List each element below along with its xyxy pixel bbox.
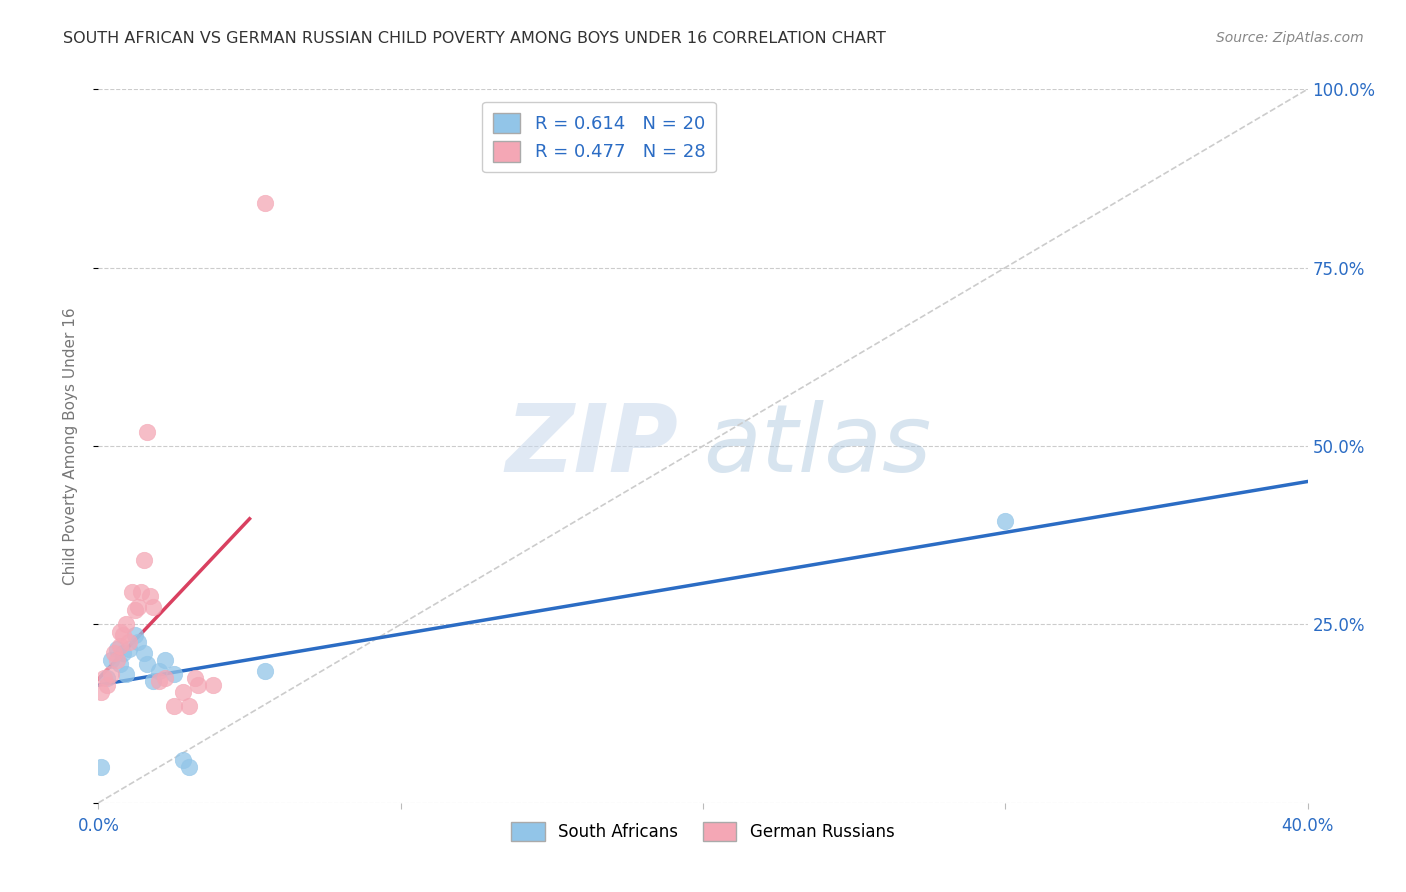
Point: [132, 646, 155, 660]
Point: [105, 642, 128, 657]
Point: [118, 642, 141, 657]
Point: [187, 678, 209, 692]
Point: [253, 664, 276, 678]
Point: [96, 678, 118, 692]
Point: [202, 678, 225, 692]
Point: [118, 635, 141, 649]
Point: [90, 685, 112, 699]
Point: [100, 653, 122, 667]
Point: [108, 624, 131, 639]
Point: [103, 646, 125, 660]
Point: [124, 603, 146, 617]
Point: [124, 628, 146, 642]
Point: [105, 653, 128, 667]
Text: SOUTH AFRICAN VS GERMAN RUSSIAN CHILD POVERTY AMONG BOYS UNDER 16 CORRELATION CH: SOUTH AFRICAN VS GERMAN RUSSIAN CHILD PO…: [63, 31, 886, 46]
Point: [153, 653, 176, 667]
Legend: South Africans, German Russians: South Africans, German Russians: [505, 815, 901, 848]
Point: [90, 760, 112, 774]
Text: ZIP: ZIP: [506, 400, 679, 492]
Point: [129, 585, 152, 599]
Point: [93, 671, 115, 685]
Text: Source: ZipAtlas.com: Source: ZipAtlas.com: [1216, 31, 1364, 45]
Point: [121, 585, 143, 599]
Point: [148, 674, 170, 689]
Text: atlas: atlas: [703, 401, 931, 491]
Point: [179, 699, 201, 714]
Point: [994, 514, 1017, 528]
Point: [96, 671, 118, 685]
Point: [114, 617, 136, 632]
Y-axis label: Child Poverty Among Boys Under 16: Child Poverty Among Boys Under 16: [63, 307, 77, 585]
Point: [172, 685, 194, 699]
Point: [153, 671, 176, 685]
Point: [142, 599, 165, 614]
Point: [163, 699, 186, 714]
Point: [135, 425, 157, 439]
Point: [142, 674, 165, 689]
Point: [100, 667, 122, 681]
Point: [108, 657, 131, 671]
Point: [111, 628, 134, 642]
Point: [114, 667, 136, 681]
Point: [253, 196, 276, 211]
Point: [148, 664, 170, 678]
Point: [179, 760, 201, 774]
Point: [111, 646, 134, 660]
Point: [172, 753, 194, 767]
Point: [132, 553, 155, 567]
Point: [135, 657, 157, 671]
Point: [163, 667, 186, 681]
Point: [139, 589, 162, 603]
Point: [127, 599, 149, 614]
Point: [108, 639, 131, 653]
Point: [184, 671, 207, 685]
Point: [127, 635, 149, 649]
